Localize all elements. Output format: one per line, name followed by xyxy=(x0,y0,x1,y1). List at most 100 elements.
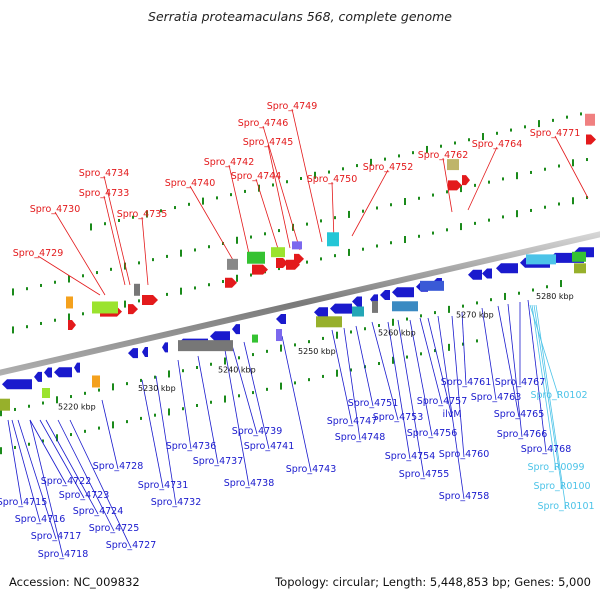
label-leader-line xyxy=(224,349,250,487)
tick-mark xyxy=(216,196,218,200)
label-leader-line xyxy=(531,304,557,471)
label-leader-line xyxy=(29,419,64,558)
label-leader-line xyxy=(409,319,433,437)
forward-gene-label: Spro_4734 xyxy=(79,168,130,179)
tick-mark xyxy=(28,404,30,408)
tick-mark xyxy=(294,381,296,385)
tick-mark xyxy=(84,391,86,395)
scale-label: 5280 kbp xyxy=(536,292,574,301)
label-leader-line xyxy=(387,321,411,460)
tick-mark xyxy=(544,167,546,171)
gene-feature xyxy=(276,258,288,269)
tick-mark xyxy=(168,408,170,416)
label-leader-line xyxy=(529,304,560,399)
gene-feature xyxy=(252,264,268,275)
tick-mark xyxy=(392,356,394,364)
tick-mark xyxy=(418,234,420,238)
forward-gene-label: Spro_4733 xyxy=(79,188,130,199)
label-leader-line xyxy=(554,135,589,199)
label-leader-line xyxy=(17,419,57,540)
tick-mark xyxy=(140,378,142,382)
gene-feature xyxy=(392,301,418,312)
tick-mark xyxy=(264,232,266,236)
tick-mark xyxy=(68,313,70,321)
tick-mark xyxy=(474,183,476,187)
reverse-gene-label: Spro_4741 xyxy=(244,441,295,452)
tick-mark xyxy=(90,223,92,231)
forward-gene-label: Spro_4746 xyxy=(238,118,289,129)
tick-mark xyxy=(124,262,126,270)
tick-mark xyxy=(166,292,168,296)
tick-mark xyxy=(146,210,148,218)
reverse-gene-label: Spro_4722 xyxy=(41,476,92,487)
label-leader-line xyxy=(467,146,498,211)
gene-feature xyxy=(247,251,265,264)
tick-mark xyxy=(460,185,462,193)
tick-mark xyxy=(56,434,58,442)
tick-mark xyxy=(328,170,330,174)
reverse-gene-label: Spro_4727 xyxy=(106,540,157,551)
gene-feature xyxy=(128,348,138,359)
tick-mark xyxy=(208,283,210,287)
label-leader-line xyxy=(497,305,520,418)
tick-mark xyxy=(96,271,98,275)
tick-mark xyxy=(558,202,560,206)
tick-mark xyxy=(14,445,16,449)
tick-mark xyxy=(180,287,182,295)
tick-mark xyxy=(376,206,378,210)
tick-mark xyxy=(196,365,198,369)
tick-mark xyxy=(238,394,240,398)
tick-mark xyxy=(168,370,170,378)
tick-mark xyxy=(362,209,364,213)
rna-gene-label: Spro_R0099 xyxy=(527,462,584,473)
reverse-gene-label: ilvM xyxy=(442,409,461,420)
tick-mark xyxy=(586,158,588,162)
tick-mark xyxy=(502,177,504,181)
reverse-gene-label: Spro_4725 xyxy=(89,523,140,534)
tick-mark xyxy=(104,222,106,226)
tick-mark xyxy=(54,280,56,284)
gene-feature xyxy=(276,314,286,325)
tick-mark xyxy=(118,218,120,222)
gene-feature xyxy=(276,329,282,342)
tick-mark xyxy=(348,248,350,256)
label-leader-line xyxy=(437,315,465,500)
tick-mark xyxy=(210,362,212,366)
tick-mark xyxy=(112,383,114,391)
tick-mark xyxy=(320,219,322,223)
gene-feature xyxy=(572,251,586,262)
topology-text: Topology: circular; Length: 5,448,853 bp… xyxy=(275,575,591,589)
tick-mark xyxy=(404,198,406,206)
tick-mark xyxy=(390,203,392,207)
tick-mark xyxy=(308,340,310,344)
gene-feature xyxy=(314,307,328,318)
reverse-gene-label: Spro_4757 xyxy=(417,396,468,407)
tick-mark xyxy=(530,170,532,174)
tick-mark xyxy=(524,125,526,129)
reverse-gene-label: Spro_4748 xyxy=(335,432,386,443)
label-leader-line xyxy=(177,359,192,450)
tick-mark xyxy=(54,318,56,322)
tick-mark xyxy=(446,228,448,232)
tick-mark xyxy=(398,154,400,158)
tick-mark xyxy=(266,349,268,353)
tick-mark xyxy=(488,218,490,222)
reverse-gene-label: Spro_4755 xyxy=(399,469,450,480)
label-leader-line xyxy=(461,311,467,386)
tick-mark xyxy=(28,442,30,446)
label-leader-line xyxy=(419,317,443,405)
tick-mark xyxy=(82,312,84,316)
tick-mark xyxy=(224,395,226,403)
gene-feature xyxy=(162,342,168,353)
tick-mark xyxy=(586,196,588,200)
forward-gene-label: Spro_4730 xyxy=(30,204,81,215)
label-leader-line xyxy=(442,157,453,213)
tick-mark xyxy=(376,244,378,248)
gene-feature xyxy=(372,300,378,313)
label-leader-line xyxy=(155,375,177,506)
tick-mark xyxy=(406,317,408,321)
forward-gene-label: Spro_4742 xyxy=(204,157,255,168)
tick-mark xyxy=(152,258,154,262)
gene-feature xyxy=(294,253,304,264)
